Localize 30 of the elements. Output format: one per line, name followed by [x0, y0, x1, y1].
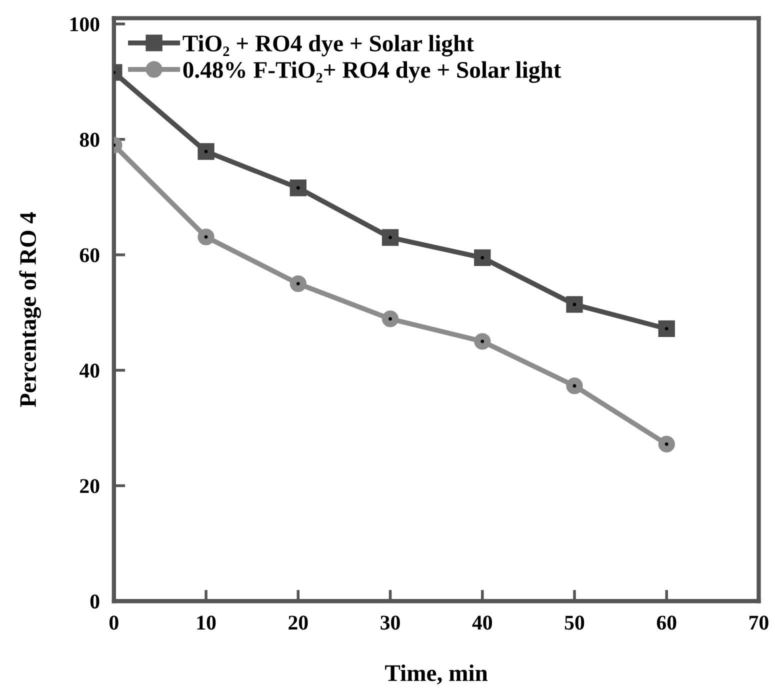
x-axis-title: Time, min [385, 664, 488, 685]
y-tick-label: 80 [80, 132, 100, 147]
point [198, 143, 214, 160]
point [382, 310, 399, 328]
x-tick-label: 0 [110, 616, 118, 630]
x-tick-label: 70 [750, 616, 768, 630]
x-tick-label: 30 [380, 616, 400, 630]
y-tick-label: 100 [70, 17, 100, 32]
point [658, 320, 675, 338]
point [474, 249, 491, 266]
x-tick-label: 40 [472, 616, 492, 630]
y-tick-label: 0 [90, 594, 100, 609]
point [658, 436, 675, 452]
legend-label: 0.48% F-TiO₂+ RO4 dye + Solar light [183, 61, 562, 83]
x-tick-label: 10 [197, 616, 216, 630]
point [566, 296, 583, 313]
y-tick-label: 40 [79, 364, 100, 378]
x-tick-label: 60 [656, 616, 676, 630]
x-tick-label: 50 [564, 616, 584, 630]
point [382, 229, 399, 246]
y-tick-label: 60 [80, 248, 100, 262]
point [474, 333, 491, 350]
y-tick-label: 20 [80, 479, 100, 494]
y-axis-title: Percentage of RO 4 [19, 212, 42, 408]
point [566, 378, 583, 394]
point [290, 180, 306, 196]
x-tick-label: 20 [288, 616, 308, 630]
point [198, 228, 214, 246]
point [290, 275, 306, 292]
legend-label: TiO₂ + RO4 dye + Solar light [182, 34, 474, 56]
